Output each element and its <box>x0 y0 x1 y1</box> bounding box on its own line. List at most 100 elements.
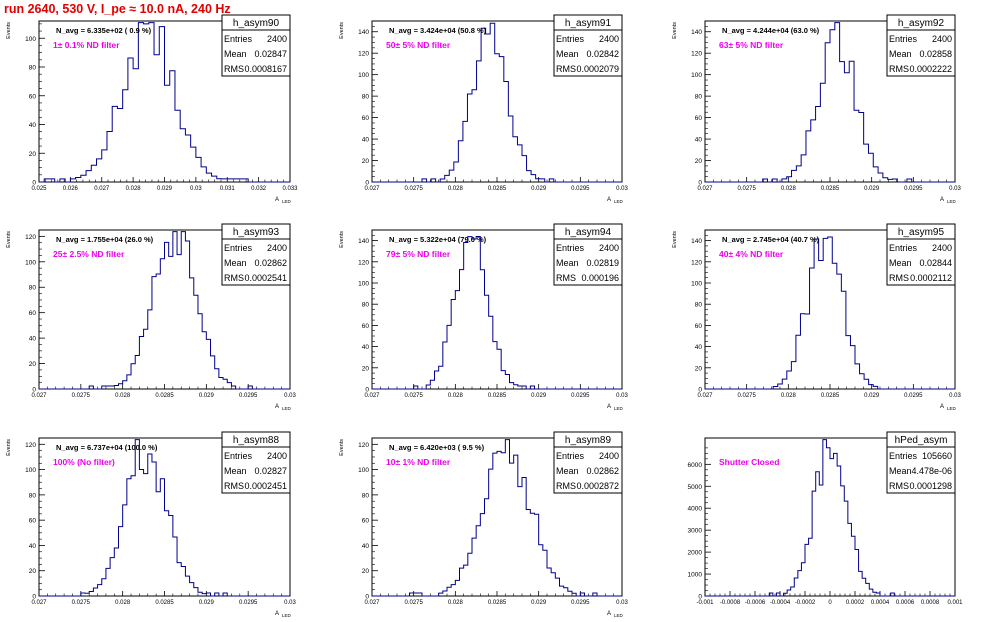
stats-rms-label: RMS <box>556 64 576 74</box>
stats-entries-label: Entries <box>224 451 253 461</box>
x-axis-title: A <box>940 404 944 410</box>
n-avg-label: N_avg = 6.737e+04 (100.0 %) <box>56 443 158 452</box>
x-tick-label: -0.0002 <box>795 600 816 606</box>
stats-rms-label: RMS <box>224 481 244 491</box>
stats-entries-value: 2400 <box>932 34 952 44</box>
histogram-panel-h_asym88: 0 20 40 60 80 100 120 0.027 0.0275 0.028 0.0285 0.0… <box>6 431 296 618</box>
x-tick-label: 0.0285 <box>821 393 840 399</box>
x-axis-subscript: LED <box>614 613 624 618</box>
x-tick-label: 0.026 <box>63 186 79 192</box>
stats-rms-label: RMS <box>889 273 909 283</box>
y-tick-label: 5000 <box>688 484 703 491</box>
y-tick-label: 0 <box>698 594 702 601</box>
histogram-line <box>705 22 955 183</box>
x-tick-label: 0.0275 <box>72 393 91 399</box>
y-tick-label: 40 <box>29 122 37 129</box>
x-axis-title: A <box>607 404 611 410</box>
stats-box <box>886 446 956 494</box>
x-axis-subscript: LED <box>614 199 624 204</box>
stats-entries-label: Entries <box>224 34 253 44</box>
y-tick-label: 6000 <box>688 462 703 469</box>
x-axis-subscript: LED <box>282 199 292 204</box>
x-tick-label: 0.027 <box>364 600 380 606</box>
x-tick-label: 0.027 <box>94 186 110 192</box>
x-tick-label: 0.028 <box>781 186 797 192</box>
y-tick-label: 40 <box>695 137 703 144</box>
stats-entries-label: Entries <box>889 243 918 253</box>
y-tick-label: 60 <box>362 323 370 330</box>
histogram-panel-h_asym95: 0 20 40 60 80 100 120 140 0.027 0.0275 0.028 0.0285… <box>672 223 961 411</box>
stats-title: h_asym91 <box>565 18 612 29</box>
y-tick-label: 20 <box>29 568 37 575</box>
x-tick-label: 0.029 <box>199 393 215 399</box>
x-tick-label: -0.001 <box>696 600 714 606</box>
histogram-line <box>39 22 290 183</box>
x-tick-label: 0.0002 <box>846 600 865 606</box>
stats-mean-value: 0.02862 <box>254 258 287 268</box>
filter-label: Shutter Closed <box>719 457 779 467</box>
stats-title: hPed_asym <box>895 435 948 446</box>
n-avg-label: N_avg = 5.322e+04 (79.0 %) <box>389 235 487 244</box>
x-tick-label: 0.0295 <box>571 393 590 399</box>
y-tick-label: 100 <box>691 281 702 288</box>
x-tick-label: -0.0006 <box>745 600 766 606</box>
x-tick-label: 0.031 <box>220 186 236 192</box>
x-tick-label: 0.028 <box>448 393 464 399</box>
stats-rms-value: 0.0008167 <box>244 64 287 74</box>
stats-mean-value: 0.02827 <box>254 466 287 476</box>
n-avg-label: N_avg = 1.755e+04 (26.0 %) <box>56 235 154 244</box>
y-tick-label: 20 <box>29 151 37 158</box>
y-tick-label: 40 <box>29 336 37 343</box>
x-tick-label: 0.03 <box>949 186 961 192</box>
y-tick-label: 100 <box>358 72 369 79</box>
x-tick-label: 0.029 <box>864 186 880 192</box>
filter-label: 100% (No filter) <box>53 457 115 467</box>
y-tick-label: 120 <box>691 51 702 58</box>
filter-label: 50± 5% ND filter <box>386 40 451 50</box>
stats-rms-value: 0.0002541 <box>244 273 287 283</box>
x-tick-label: 0.0295 <box>571 186 590 192</box>
x-tick-label: 0.027 <box>31 393 47 399</box>
stats-entries-value: 2400 <box>599 243 619 253</box>
stats-rms-label: RMS <box>224 273 244 283</box>
x-tick-label: 0.025 <box>31 186 47 192</box>
y-tick-label: 0 <box>365 180 369 187</box>
stats-entries-label: Entries <box>556 243 585 253</box>
stats-box <box>886 238 956 286</box>
y-tick-label: 60 <box>695 323 703 330</box>
y-axis-title: Events <box>672 231 678 248</box>
stats-mean-label: Mean <box>889 466 912 476</box>
stats-rms-label: RMS <box>224 64 244 74</box>
filter-label: 10± 1% ND filter <box>386 457 451 467</box>
x-tick-label: 0.028 <box>115 600 131 606</box>
y-tick-label: 120 <box>358 442 369 449</box>
y-tick-label: 80 <box>29 285 37 292</box>
stats-rms-value: 0.000196 <box>581 273 619 283</box>
stats-mean-label: Mean <box>224 466 247 476</box>
x-axis-title: A <box>275 197 279 203</box>
stats-mean-value: 0.02862 <box>586 466 619 476</box>
stats-rms-value: 0.0001298 <box>909 481 952 491</box>
filter-label: 79± 5% ND filter <box>386 249 451 259</box>
stats-entries-value: 2400 <box>267 451 287 461</box>
stats-box <box>221 29 291 77</box>
y-tick-label: 80 <box>29 65 37 72</box>
y-tick-label: 60 <box>29 93 37 100</box>
y-tick-label: 1000 <box>688 572 703 579</box>
y-tick-label: 4000 <box>688 506 703 513</box>
x-tick-label: 0.0275 <box>404 600 423 606</box>
y-tick-label: 20 <box>695 365 703 372</box>
x-tick-label: 0.032 <box>251 186 267 192</box>
x-tick-label: 0.029 <box>199 600 215 606</box>
histogram-line <box>705 236 955 390</box>
stats-rms-value: 0.0002451 <box>244 481 287 491</box>
y-tick-label: 60 <box>29 518 37 525</box>
y-axis-title: Events <box>6 231 12 248</box>
y-tick-label: 80 <box>695 302 703 309</box>
y-axis-title: Events <box>6 22 12 39</box>
x-axis-subscript: LED <box>947 199 957 204</box>
histogram-panel-h_asym89: 0 20 40 60 80 100 120 0.027 0.0275 0.028 0.0285 0.0… <box>339 431 628 618</box>
x-axis-subscript: LED <box>614 406 624 411</box>
y-tick-label: 100 <box>358 467 369 474</box>
